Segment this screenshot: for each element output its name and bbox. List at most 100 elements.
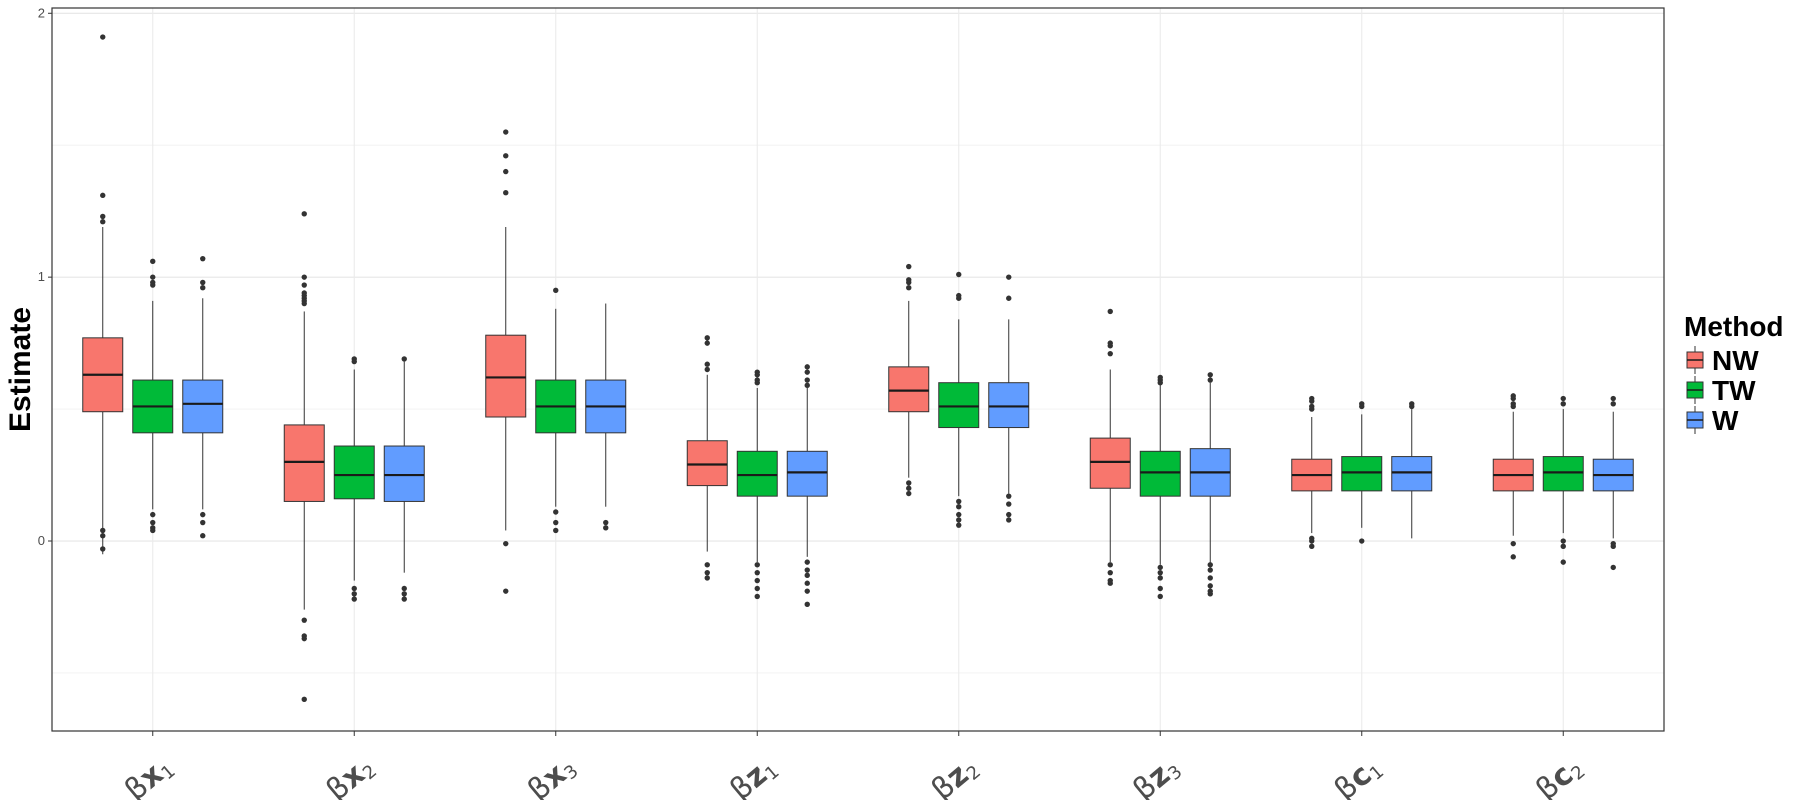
outlier-point bbox=[906, 480, 912, 486]
outlier-point bbox=[704, 569, 710, 576]
outlier-point bbox=[1560, 395, 1566, 402]
legend-key-W bbox=[1686, 406, 1704, 434]
box-body bbox=[888, 366, 930, 413]
box-W-7 bbox=[1592, 395, 1634, 571]
box-body bbox=[383, 445, 425, 502]
outlier-point bbox=[906, 285, 912, 291]
outlier-point bbox=[754, 577, 760, 584]
outlier-point bbox=[804, 567, 810, 573]
box-W-3 bbox=[786, 364, 828, 608]
outlier-point bbox=[553, 527, 559, 534]
outlier-point bbox=[754, 379, 760, 386]
outlier-point bbox=[1107, 308, 1113, 315]
outlier-point bbox=[200, 285, 206, 291]
outlier-point bbox=[804, 369, 810, 375]
box-TW-1 bbox=[333, 356, 375, 602]
outlier-point bbox=[1107, 580, 1113, 586]
outlier-point bbox=[1157, 593, 1163, 600]
outlier-point bbox=[200, 511, 206, 518]
box-body bbox=[485, 334, 527, 418]
x-tick-label: βx1 bbox=[118, 749, 179, 800]
x-tick-label: βz3 bbox=[1126, 750, 1186, 800]
outlier-point bbox=[1107, 569, 1113, 576]
outlier-point bbox=[1610, 564, 1616, 571]
outlier-point bbox=[553, 509, 559, 515]
outlier-point bbox=[301, 617, 307, 623]
outlier-point bbox=[1107, 343, 1113, 349]
outlier-point bbox=[804, 382, 810, 389]
box-W-1 bbox=[383, 356, 425, 602]
outlier-point bbox=[804, 559, 810, 565]
outlier-point bbox=[1207, 567, 1213, 573]
outlier-point bbox=[1309, 398, 1315, 404]
box-NW-1 bbox=[283, 211, 325, 703]
box-NW-5 bbox=[1089, 308, 1131, 586]
outlier-point bbox=[553, 519, 559, 526]
outlier-point bbox=[1610, 543, 1616, 549]
outlier-point bbox=[1006, 501, 1012, 507]
outlier-point bbox=[1207, 575, 1213, 581]
box-TW-4 bbox=[938, 271, 980, 528]
outlier-point bbox=[100, 34, 106, 40]
outlier-point bbox=[704, 575, 710, 581]
box-NW-0 bbox=[82, 34, 124, 555]
outlier-point bbox=[100, 533, 106, 539]
outlier-point bbox=[754, 372, 760, 378]
outlier-point bbox=[200, 255, 206, 262]
outlier-point bbox=[100, 213, 106, 220]
outlier-point bbox=[1610, 401, 1616, 407]
box-body bbox=[988, 382, 1030, 429]
box-TW-2 bbox=[535, 287, 577, 534]
outlier-point bbox=[1510, 403, 1516, 410]
outlier-point bbox=[150, 258, 156, 265]
box-NW-4 bbox=[888, 263, 930, 497]
outlier-point bbox=[1207, 591, 1213, 597]
box-body bbox=[1139, 450, 1181, 497]
y-tick-label: 0 bbox=[38, 533, 45, 548]
outlier-point bbox=[956, 295, 962, 301]
outlier-point bbox=[1610, 395, 1616, 402]
y-axis: 0 1 2 bbox=[38, 5, 52, 548]
outlier-point bbox=[351, 596, 357, 602]
x-tick-label: βx2 bbox=[320, 749, 381, 800]
legend-title: Method bbox=[1684, 311, 1784, 342]
box-W-0 bbox=[182, 255, 224, 539]
outlier-point bbox=[200, 519, 206, 526]
outlier-point bbox=[150, 519, 156, 526]
outlier-point bbox=[301, 211, 307, 217]
legend-label-W: W bbox=[1712, 405, 1739, 436]
box-NW-2 bbox=[485, 129, 527, 594]
outlier-point bbox=[603, 519, 609, 526]
box-W-6 bbox=[1391, 401, 1433, 539]
outlier-point bbox=[1207, 377, 1213, 383]
outlier-point bbox=[100, 527, 106, 534]
x-axis: βx1 βx2 βx3 βz1 βz2 βz3 βc1 βc2 bbox=[118, 731, 1590, 800]
box-body bbox=[182, 379, 224, 434]
box-body bbox=[283, 424, 325, 502]
outlier-point bbox=[754, 585, 760, 592]
outlier-point bbox=[704, 366, 710, 373]
box-layer bbox=[82, 34, 1634, 703]
outlier-point bbox=[100, 219, 106, 225]
outlier-point bbox=[1157, 575, 1163, 581]
outlier-point bbox=[503, 588, 509, 594]
outlier-point bbox=[150, 511, 156, 518]
outlier-point bbox=[804, 364, 810, 370]
outlier-point bbox=[1359, 403, 1365, 410]
legend-key-TW bbox=[1686, 376, 1704, 404]
outlier-point bbox=[1560, 543, 1566, 549]
outlier-point bbox=[1309, 406, 1315, 412]
outlier-point bbox=[150, 527, 156, 534]
outlier-point bbox=[956, 504, 962, 510]
outlier-point bbox=[956, 271, 962, 278]
outlier-point bbox=[150, 282, 156, 288]
box-NW-3 bbox=[686, 335, 728, 581]
box-body bbox=[938, 382, 980, 429]
outlier-point bbox=[503, 129, 509, 135]
outlier-point bbox=[553, 287, 559, 294]
outlier-point bbox=[1006, 517, 1012, 523]
box-TW-3 bbox=[736, 369, 778, 600]
box-body bbox=[1089, 437, 1131, 489]
box-body bbox=[1391, 456, 1433, 492]
outlier-point bbox=[1157, 564, 1163, 571]
